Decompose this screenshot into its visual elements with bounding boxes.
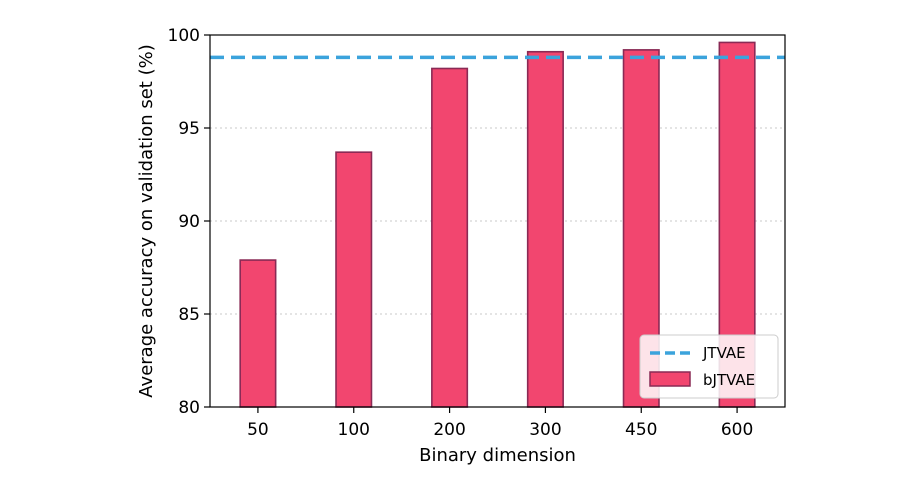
x-tick-label-450: 450 (625, 420, 657, 440)
y-axis-label: Average accuracy on validation set (%) (136, 44, 157, 397)
y-tick-label-85: 85 (178, 305, 200, 325)
y-tick-label-80: 80 (178, 398, 200, 418)
bar-300 (526, 50, 564, 408)
legend-label-jtvae: JTVAE (702, 344, 746, 362)
grid-lines (210, 127, 785, 315)
x-tick-label-300: 300 (529, 420, 561, 440)
x-ticks: 50 100 200 300 450 600 (247, 407, 753, 440)
x-tick-label-600: 600 (721, 420, 753, 440)
y-ticks: 80 85 90 95 100 (168, 26, 210, 418)
x-tick-label-100: 100 (338, 420, 370, 440)
x-axis-label: Binary dimension (419, 445, 576, 466)
x-tick-label-200: 200 (433, 420, 465, 440)
y-tick-label-90: 90 (178, 212, 200, 232)
y-tick-label-100: 100 (168, 26, 200, 46)
y-tick-label-95: 95 (178, 119, 200, 139)
bar-200 (431, 67, 469, 408)
bar-100 (335, 151, 373, 408)
legend: JTVAE bJTVAE (639, 334, 779, 399)
x-tick-label-50: 50 (247, 420, 269, 440)
legend-label-bjtvae: bJTVAE (703, 371, 755, 389)
legend-swatch-bjtvae (649, 371, 691, 387)
bar-50 (239, 259, 277, 408)
